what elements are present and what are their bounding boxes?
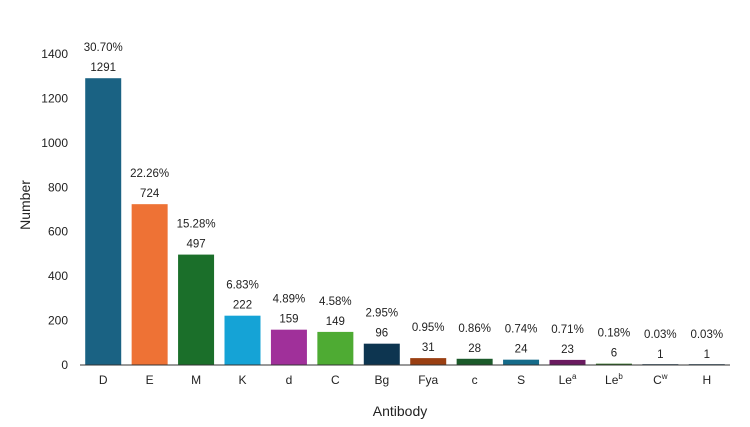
percent-label: 4.89% [273, 294, 306, 306]
value-label: 96 [375, 328, 388, 340]
percent-label: 0.18% [598, 328, 631, 340]
bar [85, 78, 122, 366]
y-tick-label: 1200 [41, 91, 68, 105]
y-tick-label: 800 [48, 180, 68, 194]
bar [178, 254, 215, 365]
x-tick-label: E [146, 373, 154, 387]
y-tick-label: 400 [48, 269, 68, 283]
value-label: 222 [233, 300, 252, 312]
bar [503, 359, 540, 365]
x-tick-label: S [517, 373, 525, 387]
y-tick-label: 200 [48, 314, 68, 328]
bar [595, 363, 632, 365]
value-label: 159 [279, 314, 298, 326]
value-label: 28 [468, 343, 481, 355]
percent-label: 30.70% [84, 42, 123, 54]
y-tick-label: 600 [48, 225, 68, 239]
x-tick-label: Fya [418, 373, 438, 387]
y-tick-label: 1400 [41, 47, 68, 61]
percent-label: 0.03% [644, 329, 677, 341]
value-label: 1 [704, 349, 710, 361]
data-labels: 1291 30.70% 724 22.26% 497 15.28% 222 6.83% 159 4… [84, 42, 723, 361]
x-tick-label: D [99, 373, 108, 387]
y-axis-title: Number [17, 180, 33, 230]
x-tick-label: c [472, 373, 478, 387]
bar [270, 329, 307, 365]
percent-label: 2.95% [365, 308, 398, 320]
bar [224, 315, 261, 365]
x-tick-label: C [331, 373, 340, 387]
value-label: 1291 [90, 62, 116, 74]
x-tick-label: K [238, 373, 246, 387]
bar [456, 358, 493, 365]
bar [363, 343, 400, 365]
bar [549, 359, 586, 365]
x-tick-label: H [702, 373, 711, 387]
percent-label: 0.95% [412, 322, 445, 334]
bar [131, 204, 168, 365]
bars [85, 78, 725, 366]
x-tick-label: Cw [653, 372, 668, 387]
value-label: 24 [515, 344, 528, 356]
bar [317, 331, 354, 365]
percent-label: 0.03% [690, 329, 723, 341]
value-label: 724 [140, 188, 160, 200]
value-label: 23 [561, 344, 574, 356]
percent-label: 4.58% [319, 296, 352, 308]
percent-label: 15.28% [177, 219, 216, 231]
bar [410, 358, 447, 365]
x-tick-label: Leb [605, 372, 623, 387]
value-label: 1 [657, 349, 663, 361]
percent-label: 22.26% [130, 168, 169, 180]
value-label: 31 [422, 342, 435, 354]
y-axis: 0 200 400 600 800 1000 1200 1400 [41, 47, 68, 372]
y-tick-label: 0 [61, 358, 68, 372]
y-tick-label: 1000 [41, 136, 68, 150]
value-label: 6 [611, 348, 617, 360]
value-label: 497 [186, 239, 205, 251]
x-tick-label: Bg [374, 373, 389, 387]
x-tick-label: d [286, 373, 293, 387]
percent-label: 6.83% [226, 280, 259, 292]
x-tick-label: M [191, 373, 201, 387]
value-label: 149 [326, 316, 345, 328]
percent-label: 0.86% [458, 323, 491, 335]
x-axis-title: Antibody [373, 403, 427, 419]
percent-label: 0.71% [551, 324, 584, 336]
x-tick-label: Lea [559, 372, 577, 387]
percent-label: 0.74% [505, 324, 538, 336]
